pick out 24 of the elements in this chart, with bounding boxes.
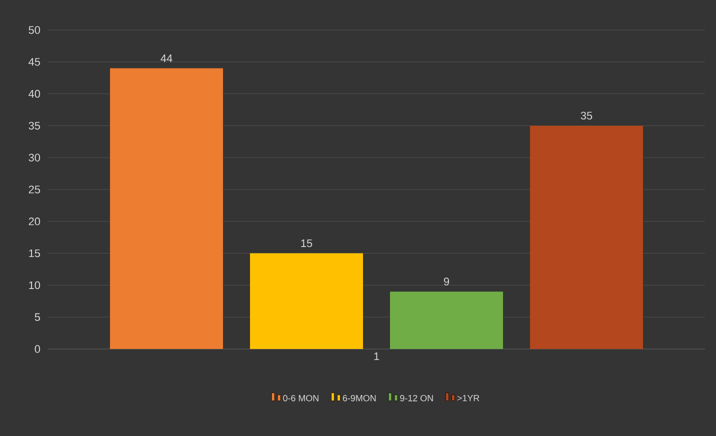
data-label: 35 [580,112,592,120]
bar [390,292,504,349]
y-tick-label: 40 [28,90,40,98]
x-tick-label: 1 [374,352,380,360]
legend-label: 9-12 ON [400,394,433,402]
y-tick-label: 50 [28,26,40,34]
legend-label: 6-9MON [342,394,376,402]
y-tick-label: 45 [28,58,40,66]
bar [110,68,224,349]
data-label: 15 [301,239,312,248]
y-tick-label: 35 [28,122,40,130]
y-tick-label: 30 [28,154,40,162]
data-label: 44 [160,54,172,62]
data-label: 9 [444,278,450,286]
bar [530,126,644,349]
y-tick-label: 0 [34,345,40,353]
y-tick-label: 20 [28,218,40,226]
y-tick-label: 25 [28,186,40,194]
y-tick-label: 5 [34,313,40,321]
legend-label: 0-6 MON [283,394,318,402]
y-tick-label: 10 [29,281,40,290]
bar [250,253,364,349]
legend-label: >1YR [457,395,480,402]
y-tick-label: 15 [29,249,40,258]
